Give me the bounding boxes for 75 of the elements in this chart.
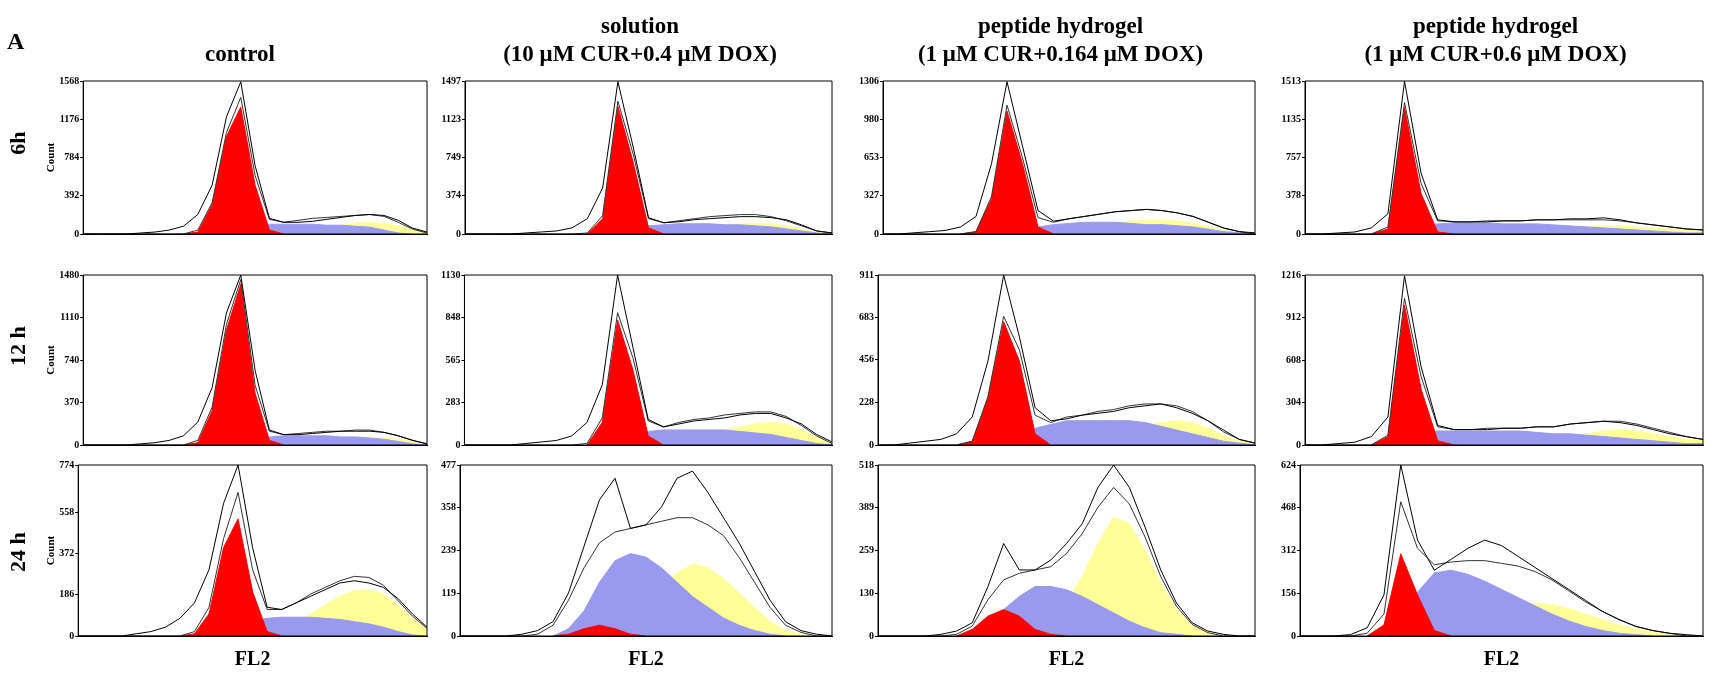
- y-tick-label: 0: [869, 438, 874, 450]
- x-axis-title: FL2: [628, 647, 664, 670]
- y-tick-label: 624: [1281, 458, 1296, 470]
- y-tick-label: 1123: [441, 112, 461, 124]
- y-tick-label: 0: [456, 227, 461, 239]
- y-tick-label: 980: [864, 112, 879, 124]
- y-tick-label: 456: [859, 353, 874, 365]
- y-tick-label: 740: [64, 353, 80, 365]
- y-tick-label: 358: [441, 501, 456, 513]
- y-tick-label: 683: [859, 311, 874, 323]
- y-tick-label: 389: [859, 501, 874, 513]
- y-tick-label: 156: [1281, 586, 1296, 598]
- y-tick-label: 228: [859, 396, 874, 408]
- y-tick-label: 468: [1281, 501, 1296, 513]
- y-tick-label: 0: [74, 438, 80, 450]
- y-tick-label: 239: [441, 543, 456, 555]
- y-tick-label: 392: [64, 189, 80, 201]
- y-tick-label: 608: [1286, 353, 1301, 365]
- y-tick-label: 848: [445, 311, 461, 322]
- y-tick-label: 749: [446, 151, 461, 163]
- y-tick-label: 0: [1296, 227, 1301, 239]
- y-tick-label: 0: [869, 629, 874, 641]
- y-tick-label: 312: [1281, 544, 1296, 556]
- y-tick-label: 1130: [441, 268, 461, 280]
- y-tick-label: 374: [446, 189, 461, 201]
- y-tick-label: 259: [859, 544, 874, 556]
- y-tick-label: 372: [59, 547, 75, 559]
- y-tick-label: 1135: [1281, 112, 1301, 124]
- text: A: [7, 28, 25, 55]
- y-tick-label: 757: [1286, 151, 1301, 163]
- y-tick-label: 0: [74, 227, 80, 239]
- y-axis-title: Count: [44, 344, 57, 375]
- y-tick-label: 0: [451, 629, 456, 641]
- y-tick-label: 304: [1286, 396, 1301, 408]
- text: 12 h: [5, 325, 31, 366]
- chart-title: peptide hydrogel (1 μM CUR+0.6 μM DOX): [1363, 12, 1628, 68]
- text: 24 h: [5, 532, 31, 572]
- y-tick-label: 119: [441, 586, 456, 598]
- y-tick-label: 1568: [59, 74, 80, 86]
- y-tick-label: 378: [1286, 189, 1301, 201]
- y-tick-label: 186: [59, 588, 75, 600]
- x-axis-title: FL2: [1048, 647, 1085, 670]
- y-tick-label: 1306: [859, 74, 879, 86]
- y-tick-label: 0: [1291, 629, 1296, 641]
- y-tick-label: 774: [59, 458, 75, 470]
- y-tick-label: 0: [874, 227, 879, 239]
- y-axis-title: Count: [44, 142, 57, 173]
- y-tick-label: 558: [59, 506, 75, 518]
- chart-title: control: [204, 40, 276, 68]
- y-tick-label: 0: [455, 438, 461, 450]
- y-tick-label: 518: [859, 458, 874, 470]
- chart-title: solution (10 μM CUR+0.4 μM DOX): [502, 12, 778, 68]
- y-tick-label: 1176: [59, 112, 80, 124]
- y-tick-label: 283: [445, 396, 461, 407]
- y-tick-label: 130: [859, 586, 874, 598]
- chart-title: peptide hydrogel (1 μM CUR+0.164 μM DOX): [916, 12, 1205, 68]
- y-tick-label: 1497: [441, 74, 461, 86]
- text: 6h: [5, 131, 31, 155]
- y-tick-label: 0: [1296, 438, 1301, 450]
- y-tick-label: 477: [441, 458, 456, 470]
- y-tick-label: 370: [64, 396, 80, 408]
- x-axis-title: FL2: [1483, 647, 1520, 670]
- y-tick-label: 327: [864, 189, 879, 201]
- x-axis-title: FL2: [234, 647, 271, 670]
- y-tick-label: 1513: [1281, 74, 1301, 86]
- y-tick-label: 911: [859, 268, 874, 280]
- y-tick-label: 565: [445, 353, 461, 365]
- y-tick-label: 1216: [1281, 268, 1301, 280]
- y-tick-label: 912: [1286, 311, 1301, 323]
- y-tick-label: 1110: [60, 311, 80, 323]
- y-tick-label: 784: [64, 151, 80, 163]
- y-axis-title: Count: [44, 535, 57, 566]
- y-tick-label: 653: [864, 151, 879, 163]
- y-tick-label: 1480: [59, 268, 80, 280]
- y-tick-label: 0: [69, 629, 75, 641]
